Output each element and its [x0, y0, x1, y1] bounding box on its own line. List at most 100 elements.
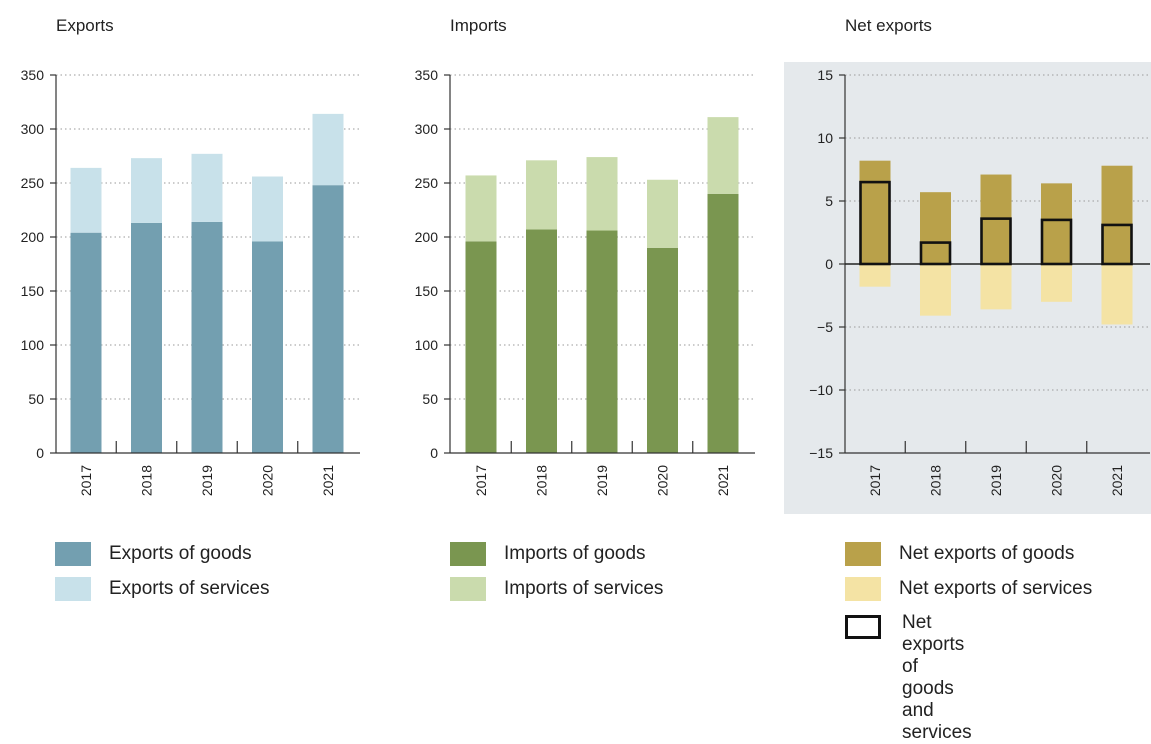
x-tick-label: 2020	[1049, 465, 1065, 496]
legend-item-net-goods: Net exports of goods	[845, 542, 1074, 566]
y-tick-label: 50	[422, 391, 438, 407]
legend-item-exports-goods: Exports of goods	[55, 542, 252, 566]
x-tick-label: 2020	[655, 465, 671, 496]
exports-chart: 0 50 100 150 200 250 300 350 2017 2018 2019 2020 202…	[21, 67, 360, 496]
y-tick-label: 10	[817, 130, 833, 146]
x-tick-label: 2018	[928, 465, 944, 496]
net-bar-total-outline	[980, 217, 1012, 266]
y-tick-label: 200	[415, 229, 439, 245]
imports-bar-services	[586, 157, 618, 231]
exports-bar-goods	[312, 185, 344, 453]
imports-bar-goods	[526, 229, 557, 453]
y-tick-label: 100	[21, 337, 45, 353]
x-tick-label: 2021	[320, 465, 336, 496]
exports-panel-title: Exports	[56, 16, 114, 35]
imports-bar-services	[707, 117, 739, 194]
exports-bar-goods	[70, 232, 102, 453]
net-bar-total-outline	[1101, 223, 1133, 266]
net-bar-services	[1101, 264, 1133, 325]
legend-label: Exports of services	[109, 578, 270, 599]
imports-services-swatch	[450, 577, 486, 601]
legend-item-imports-services: Imports of services	[450, 577, 663, 601]
y-tick-label: 300	[21, 121, 45, 137]
exports-bar-services	[70, 167, 102, 233]
imports-bar-goods	[586, 230, 618, 453]
legend-label: Net exports of goods	[899, 543, 1075, 564]
legend-item-exports-services: Exports of services	[55, 577, 270, 601]
exports-bar-goods	[191, 221, 223, 453]
imports-bar-goods	[465, 241, 497, 453]
y-tick-label: 0	[430, 445, 438, 461]
legend-label: Net exports of goods and services	[902, 612, 972, 743]
net-bar-goods	[859, 160, 891, 264]
y-tick-label: 200	[21, 229, 45, 245]
y-tick-label: 50	[28, 391, 44, 407]
imports-chart: 0 50 100 150 200 250 300 350 2017 2018 2019 2020 202…	[415, 67, 755, 496]
net-bar-goods	[1101, 165, 1133, 264]
x-tick-label: 2019	[199, 465, 215, 496]
net-services-swatch	[845, 577, 881, 601]
net-chart: −15 −10 −5 0 5 10 15 2017 2018 2019 2020 2021	[809, 67, 1150, 496]
imports-bar-goods	[707, 193, 739, 454]
legend-item-imports-goods: Imports of goods	[450, 542, 646, 566]
x-tick-label: 2021	[715, 465, 731, 496]
y-tick-label: 0	[36, 445, 44, 461]
imports-bar-goods	[647, 247, 678, 453]
net-bar-total-outline	[1040, 218, 1073, 266]
x-tick-label: 2021	[1109, 465, 1125, 496]
x-tick-label: 2017	[78, 465, 94, 496]
net-total-swatch	[845, 615, 881, 639]
x-tick-label: 2019	[988, 465, 1004, 496]
y-tick-label: −15	[809, 445, 833, 461]
y-tick-label: 300	[415, 121, 439, 137]
imports-bar-services	[647, 179, 678, 248]
imports-goods-swatch	[450, 542, 486, 566]
net-bar-goods	[1041, 183, 1072, 264]
net-bar-total-outline	[919, 241, 952, 266]
x-tick-label: 2018	[534, 465, 550, 496]
x-tick-label: 2017	[867, 465, 883, 496]
y-tick-label: −5	[817, 319, 833, 335]
x-tick-label: 2018	[139, 465, 155, 496]
imports-bar-services	[526, 160, 557, 230]
exports-goods-swatch	[55, 542, 91, 566]
x-tick-label: 2020	[260, 465, 276, 496]
net-exports-panel-title: Net exports	[845, 16, 932, 35]
exports-bar-services	[312, 113, 344, 186]
net-goods-swatch	[845, 542, 881, 566]
x-tick-label: 2017	[473, 465, 489, 496]
exports-bar-goods	[131, 222, 162, 453]
net-bar-goods	[920, 192, 951, 264]
y-tick-label: 350	[415, 67, 439, 83]
exports-bar-services	[131, 158, 162, 223]
net-bar-services	[859, 264, 891, 287]
legend-label: Net exports of services	[899, 578, 1093, 599]
imports-bar-services	[465, 175, 497, 242]
net-bar-services	[980, 264, 1012, 310]
exports-bar-services	[191, 153, 223, 222]
exports-bar-services	[252, 176, 283, 242]
net-bar-total-outline	[859, 180, 891, 266]
x-tick-label: 2019	[594, 465, 610, 496]
y-tick-label: 15	[817, 67, 833, 83]
exports-bar-goods	[252, 241, 283, 453]
net-bar-services	[1041, 264, 1072, 302]
y-tick-label: 350	[21, 67, 45, 83]
y-tick-label: −10	[809, 382, 833, 398]
net-bar-services	[920, 264, 951, 316]
exports-services-swatch	[55, 577, 91, 601]
legend-label: Imports of services	[504, 578, 664, 599]
legend-label: Exports of goods	[109, 543, 252, 564]
y-tick-label: 0	[825, 256, 833, 272]
legend-label: Imports of goods	[504, 543, 646, 564]
y-tick-label: 250	[415, 175, 439, 191]
imports-panel-title: Imports	[450, 16, 507, 35]
y-tick-label: 5	[825, 193, 833, 209]
y-tick-label: 250	[21, 175, 45, 191]
legend-item-net-total: Net exports of goods and services	[845, 612, 972, 744]
y-tick-label: 150	[415, 283, 439, 299]
y-tick-label: 150	[21, 283, 45, 299]
y-tick-label: 100	[415, 337, 439, 353]
legend-item-net-services: Net exports of services	[845, 577, 1092, 601]
